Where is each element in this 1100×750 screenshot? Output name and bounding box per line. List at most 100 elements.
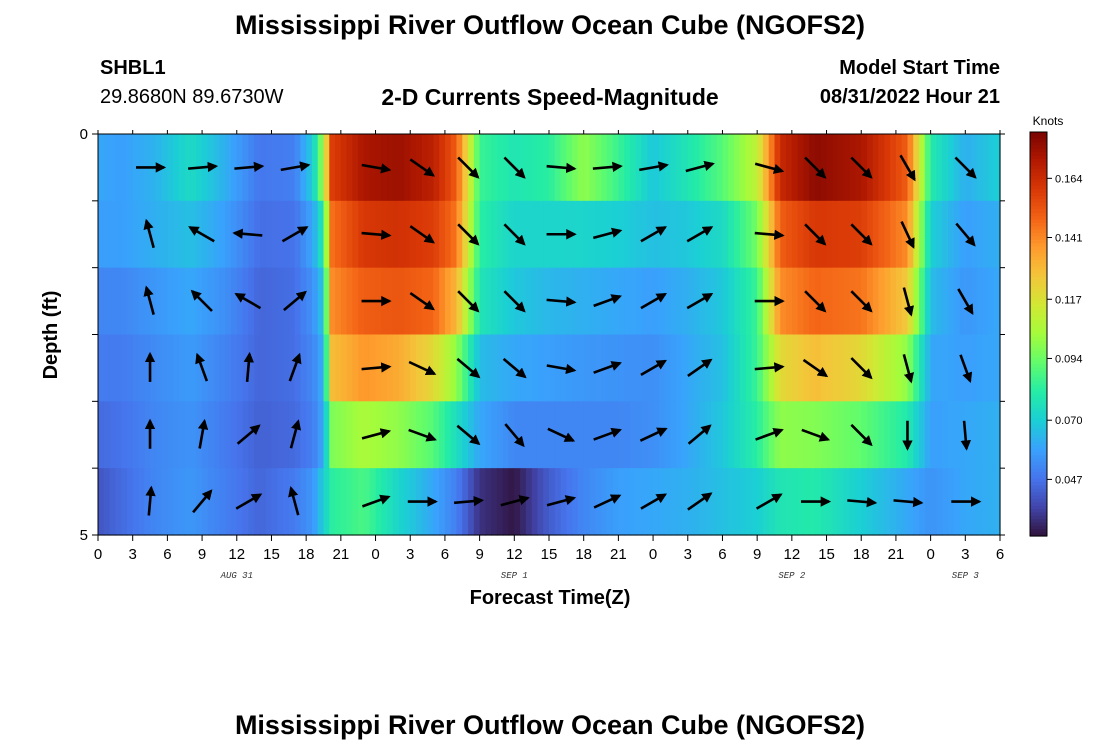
colorbar-segment — [1030, 222, 1047, 227]
heatmap-cell — [872, 200, 880, 269]
heatmap-cell — [502, 200, 510, 269]
current-vector-arrow — [456, 424, 481, 446]
heatmap-cell — [323, 468, 330, 536]
heatmap-cell — [184, 267, 192, 336]
heatmap-cell — [468, 200, 475, 269]
heatmap-cell — [103, 200, 111, 269]
heatmap-cell — [936, 134, 943, 202]
heatmap-cell — [392, 401, 400, 469]
heatmap-cell — [664, 134, 672, 202]
model-start-value: 08/31/2022 Hour 21 — [819, 86, 1000, 108]
heatmap-cell — [98, 200, 105, 269]
colorbar-segment — [1030, 199, 1047, 204]
heatmap-cell — [450, 468, 458, 536]
heatmap-cell — [890, 334, 897, 402]
heatmap-cell — [288, 267, 296, 336]
heatmap-cell — [109, 468, 116, 536]
colorbar-segment — [1030, 243, 1047, 248]
colorbar-segment — [1030, 502, 1047, 507]
colorbar-segment — [1030, 505, 1047, 510]
heatmap-cell — [271, 334, 278, 402]
x-tick-label: 9 — [753, 546, 761, 563]
heatmap-cell — [387, 334, 394, 402]
heatmap-cell — [832, 468, 839, 536]
colorbar-segment — [1030, 162, 1047, 167]
colorbar-segment — [1030, 270, 1047, 274]
heatmap-cell — [283, 401, 290, 469]
heatmap-cell — [849, 401, 857, 469]
heatmap-cell — [265, 134, 273, 202]
current-vector-arrow — [288, 486, 300, 516]
heatmap-cell — [965, 334, 972, 402]
heatmap-cell — [473, 134, 481, 202]
heatmap-cell — [687, 267, 695, 336]
current-vector-arrow — [289, 419, 302, 449]
heatmap-cell — [254, 334, 261, 402]
colorbar-segment — [1030, 330, 1047, 335]
heatmap-cell — [988, 267, 995, 336]
heatmap-cell — [491, 468, 498, 536]
heatmap-cell — [722, 267, 729, 336]
heatmap-cell — [427, 334, 434, 402]
heatmap-cell — [103, 267, 111, 336]
heatmap-cell — [976, 334, 984, 402]
heatmap-cell — [924, 267, 932, 336]
colorbar-segment — [1030, 179, 1047, 184]
heatmap-cell — [277, 401, 284, 469]
heatmap-cell — [826, 401, 833, 469]
heatmap-cell — [982, 468, 990, 536]
heatmap-cell — [427, 401, 434, 469]
colorbar-segment — [1030, 357, 1047, 362]
heatmap-cell — [572, 334, 579, 402]
colorbar-tick-label: 0.070 — [1055, 415, 1083, 427]
heatmap-cell — [947, 200, 955, 269]
current-vector-arrow — [361, 428, 392, 440]
heatmap-cell — [340, 200, 348, 269]
heatmap-cell — [549, 401, 556, 469]
heatmap-cell — [965, 267, 972, 336]
heatmap-cell — [670, 134, 677, 202]
x-tick-label: 6 — [996, 546, 1004, 563]
current-vector-arrow — [288, 352, 302, 382]
heatmap-cell — [398, 134, 406, 202]
x-tick-label: 0 — [94, 546, 102, 563]
heatmap-cell — [890, 200, 897, 269]
x-tick-label: 0 — [926, 546, 934, 563]
heatmap-cell — [184, 200, 192, 269]
current-vector-arrow — [195, 352, 209, 382]
x-tick-label: 0 — [649, 546, 657, 563]
current-vector-arrow — [850, 290, 873, 313]
current-vector-arrow — [281, 226, 309, 243]
heatmap-cell — [751, 134, 758, 202]
heatmap-cell — [98, 334, 105, 402]
heatmap-cell — [115, 401, 122, 469]
colorbar-tick-label: 0.164 — [1055, 173, 1083, 185]
heatmap-cell — [554, 401, 562, 469]
heatmap-cell — [953, 200, 961, 269]
heatmap-cell — [335, 401, 342, 469]
heatmap-cell — [843, 468, 851, 536]
colorbar-segment — [1030, 273, 1047, 278]
heatmap-cell — [849, 267, 857, 336]
heatmap-cell — [826, 267, 833, 336]
heatmap-cell — [803, 200, 810, 269]
heatmap-cell — [508, 267, 515, 336]
heatmap-cell — [230, 334, 238, 402]
x-tick-label: 18 — [575, 546, 592, 563]
heatmap-cell — [479, 468, 486, 536]
heatmap-cell — [976, 200, 984, 269]
heatmap-cell — [323, 401, 330, 469]
current-vector-arrow — [847, 496, 878, 508]
heatmap-cell — [132, 134, 140, 202]
heatmap-cell — [202, 468, 209, 536]
heatmap-cell — [439, 468, 446, 536]
heatmap-cell — [138, 401, 145, 469]
heatmap-cell — [126, 401, 134, 469]
heatmap-cell — [658, 267, 666, 336]
heatmap-cell — [144, 200, 151, 269]
heatmap-cell — [150, 200, 157, 269]
heatmap-cell — [589, 401, 596, 469]
heatmap-cell — [520, 267, 527, 336]
heatmap-cell — [953, 401, 961, 469]
heatmap-cell — [213, 200, 221, 269]
